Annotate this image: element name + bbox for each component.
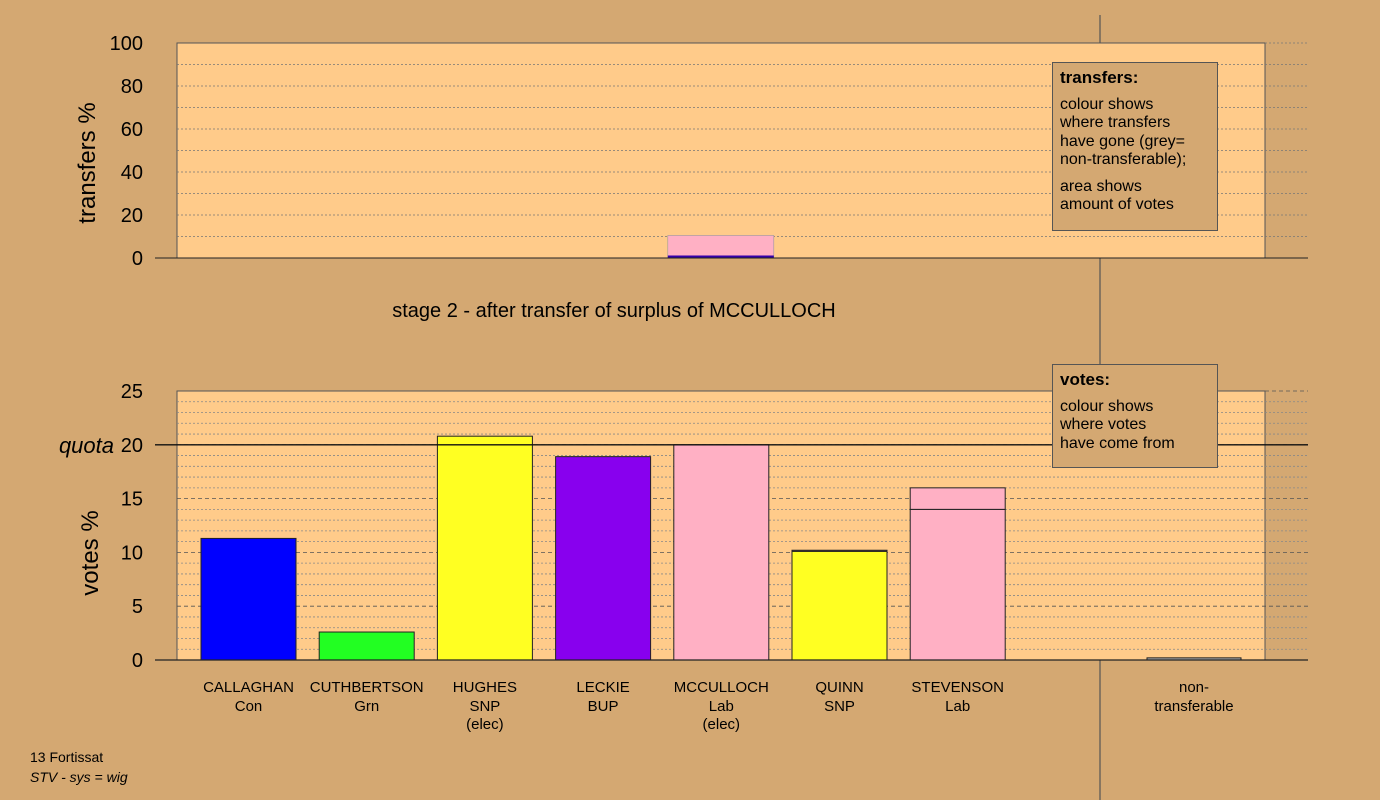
votes-tick-label: 0 [132, 650, 143, 672]
votes-tick-label: 25 [121, 381, 143, 403]
votes-tick-label: 10 [121, 542, 143, 564]
transfers-legend-line: area shows [1060, 177, 1142, 195]
candidate-party-label: Lab [945, 698, 970, 715]
votes-legend-line: colour shows [1060, 397, 1154, 415]
transfers-tick-label: 60 [121, 119, 143, 141]
system-label: STV - sys = wig [30, 769, 128, 785]
constituency-label: 13 Fortissat [30, 749, 104, 765]
vote-bar-segment [673, 444, 770, 661]
transfers-legend-line: where transfers [1060, 114, 1171, 131]
transfers-legend: transfers: colour shows where transfers … [1052, 62, 1218, 231]
transfers-tick-label: 40 [121, 162, 143, 184]
vote-bar-segment [200, 537, 297, 661]
candidate-elected-label: (elec) [703, 716, 741, 733]
vote-bar-segment [318, 631, 415, 661]
transfers-legend-line: amount of votes [1060, 196, 1174, 213]
transfer-bar [667, 235, 775, 259]
candidate-elected-label: (elec) [466, 716, 504, 733]
candidate-name-label: HUGHES [453, 679, 517, 696]
vote-bar-segment [791, 549, 888, 552]
votes-tick-label: 20 [121, 435, 143, 457]
votes-legend-line: where votes [1060, 416, 1147, 433]
candidate-name-label: CALLAGHAN [203, 679, 294, 696]
candidate-party-label: Con [235, 698, 263, 715]
quota-label: quota [59, 433, 114, 458]
candidate-name-label: LECKIE [576, 679, 629, 696]
candidate-name-label: CUTHBERTSON [310, 679, 424, 696]
votes-tick-label: 5 [132, 596, 143, 618]
transfers-legend-title: transfers: [1060, 68, 1139, 87]
vote-bar-segment [791, 550, 888, 661]
votes-legend: votes: colour shows where votes have com… [1052, 364, 1218, 468]
transfers-tick-label: 20 [121, 205, 143, 227]
candidate-name-label: STEVENSON [911, 679, 1004, 696]
candidate-party-label: SNP [469, 698, 500, 715]
vote-bar-segment [909, 508, 1006, 661]
transfers-tick-label: 80 [121, 76, 143, 98]
votes-axis-label: votes % [77, 510, 104, 595]
candidate-party-label: SNP [824, 698, 855, 715]
transfers-tick-label: 100 [110, 33, 143, 55]
votes-legend-line: have come from [1060, 434, 1175, 452]
transfers-legend-line: colour shows [1060, 95, 1154, 113]
transfers-legend-line: non-transferable); [1060, 151, 1187, 168]
transfers-axis-label: transfers % [74, 102, 101, 223]
transfers-legend-line: have gone (grey= [1060, 132, 1185, 150]
vote-bar-segment [909, 487, 1006, 510]
vote-bar-segment [555, 456, 652, 661]
candidate-party-label: BUP [588, 698, 619, 715]
votes-tick-label: 15 [121, 489, 143, 511]
vote-bar-segment [436, 435, 533, 661]
candidate-party-label: Grn [354, 698, 379, 715]
stage-title: stage 2 - after transfer of surplus of M… [392, 300, 836, 322]
candidate-party-label: Lab [709, 698, 734, 715]
transfers-tick-label: 0 [132, 248, 143, 270]
non-transferable-label: transferable [1154, 698, 1233, 715]
candidate-name-label: QUINN [815, 679, 863, 696]
candidate-name-label: MCCULLOCH [674, 679, 769, 696]
votes-legend-title: votes: [1060, 370, 1111, 389]
non-transferable-label: non- [1179, 679, 1209, 696]
